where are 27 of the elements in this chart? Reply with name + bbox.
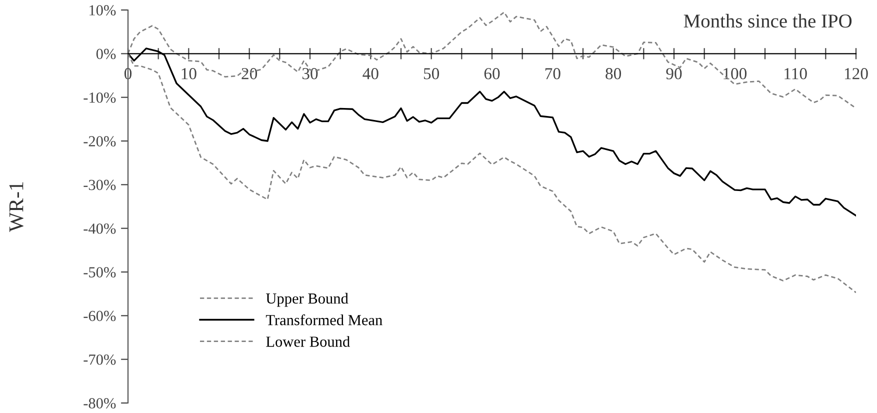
x-tick-label: 20: [242, 68, 258, 80]
y-tick-label: -40%: [84, 223, 116, 234]
x-tick-label: 90: [666, 68, 682, 80]
y-tick-label: -70%: [84, 354, 116, 365]
y-tick-label: -60%: [84, 310, 116, 322]
y-tick-label: -20%: [84, 136, 116, 146]
y-tick-label: -50%: [84, 267, 116, 278]
x-tick-label: 110: [784, 68, 807, 80]
x-tick-label: 10: [182, 68, 196, 80]
x-tick-label: 50: [424, 68, 440, 80]
x-tick-label: 80: [606, 68, 622, 80]
y-tick-label: 10%: [90, 5, 116, 16]
y-axis-title: WR-1: [9, 182, 24, 232]
x-tick-label: 30: [302, 68, 318, 80]
x-tick-label: 120: [844, 68, 868, 80]
x-tick-label: 70: [545, 68, 560, 80]
y-tick-label: 0%: [96, 48, 116, 60]
y-tick-label: -80%: [84, 398, 116, 408]
x-tick-label: 60: [484, 68, 500, 80]
x-tick-label: 100: [724, 68, 747, 80]
legend-label: Upper Bound: [266, 292, 348, 307]
x-tick-label: 40: [362, 68, 378, 80]
y-tick-label: -30%: [84, 180, 116, 190]
x-axis-title: Months since the IPO: [684, 14, 852, 28]
legend-label: Transformed Mean: [266, 314, 382, 326]
legend-label: Lower Bound: [266, 336, 350, 347]
y-tick-label: -10%: [84, 92, 116, 103]
